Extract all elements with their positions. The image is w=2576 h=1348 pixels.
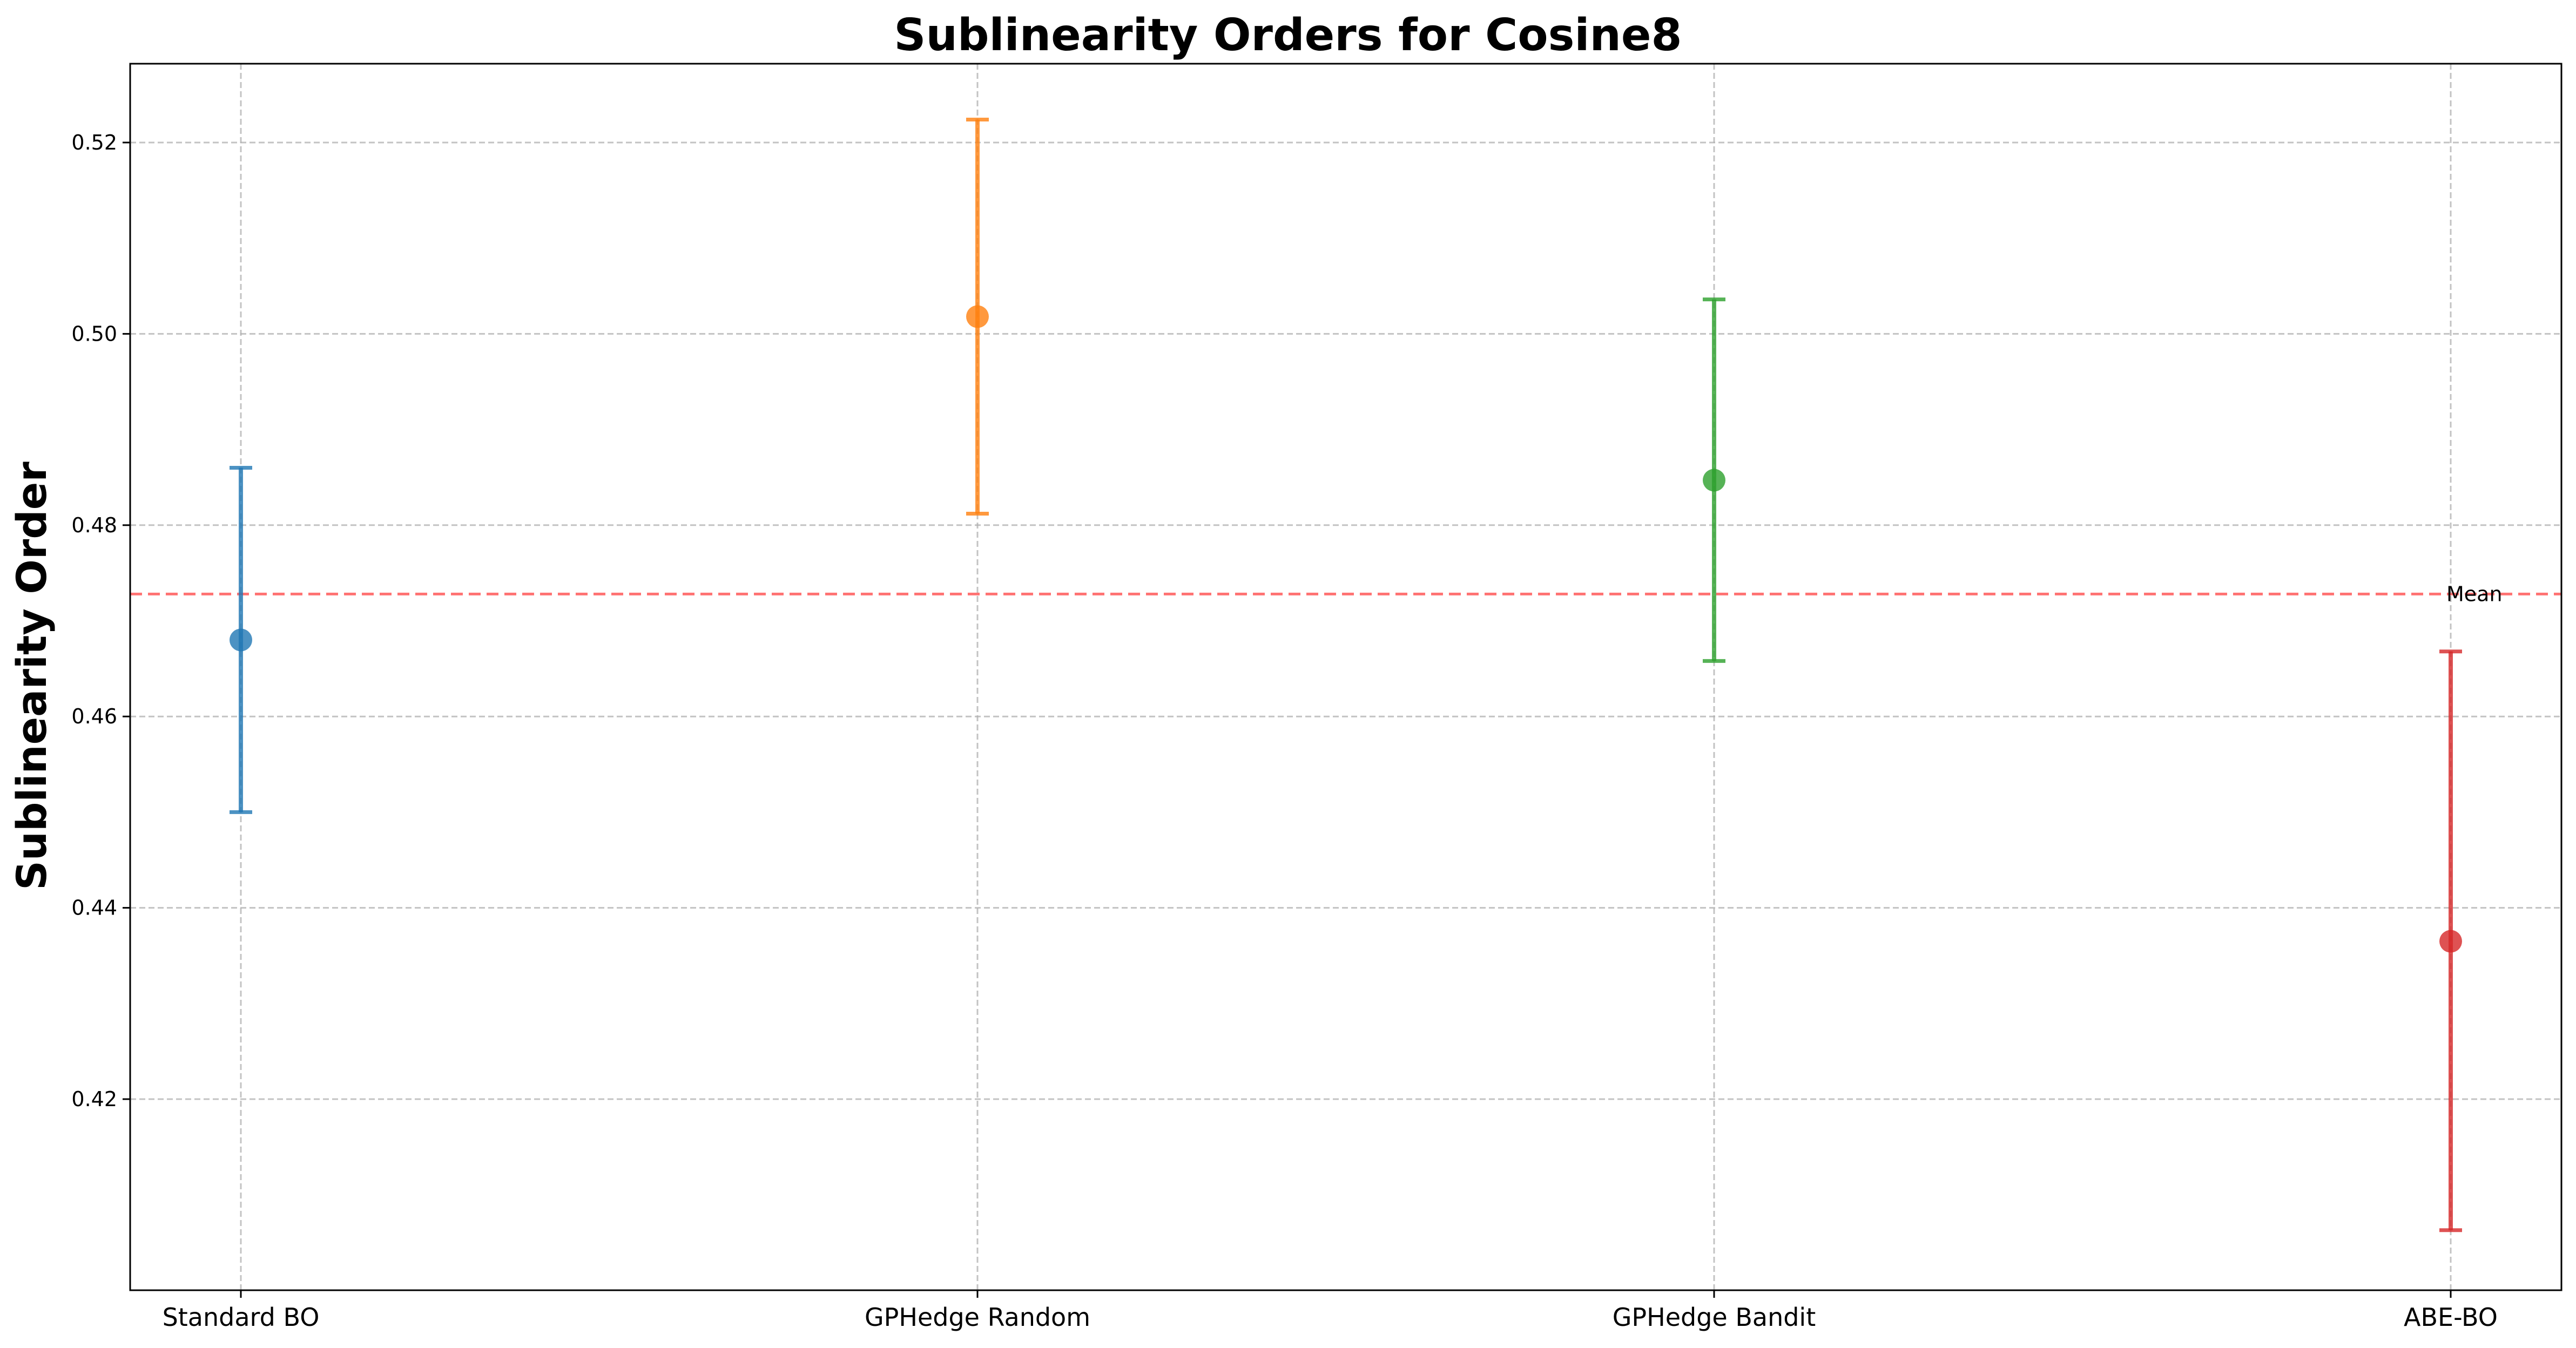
x-tick-label: ABE-BO [2404,1303,2498,1332]
y-axis: 0.42 0.44 0.46 0.48 0.50 0.52 [71,131,130,1111]
data-point [966,305,989,328]
reference-layer: Mean [130,582,2561,606]
y-axis-label: Sublinearity Order [8,462,56,890]
chart-title: Sublinearity Orders for Cosine8 [894,10,1682,61]
y-tick-label: 0.50 [71,322,117,346]
y-tick-label: 0.48 [71,513,117,537]
x-tick-label: GPHedge Bandit [1613,1303,1816,1332]
grid-layer [130,64,2561,1290]
data-point [230,628,252,652]
y-tick-label: 0.44 [71,896,117,920]
point-layer [230,305,2462,953]
mean-line-label: Mean [2446,582,2503,606]
data-point [2439,930,2462,953]
y-tick-label: 0.52 [71,131,117,154]
data-point [1703,469,1725,492]
x-tick-label: GPHedge Random [865,1303,1090,1332]
x-tick-label: Standard BO [163,1303,320,1332]
y-tick-label: 0.42 [71,1087,117,1111]
plot-frame [129,63,2562,1291]
y-tick-label: 0.46 [71,705,117,728]
x-axis: Standard BO GPHedge Random GPHedge Bandit A… [163,1290,2498,1332]
